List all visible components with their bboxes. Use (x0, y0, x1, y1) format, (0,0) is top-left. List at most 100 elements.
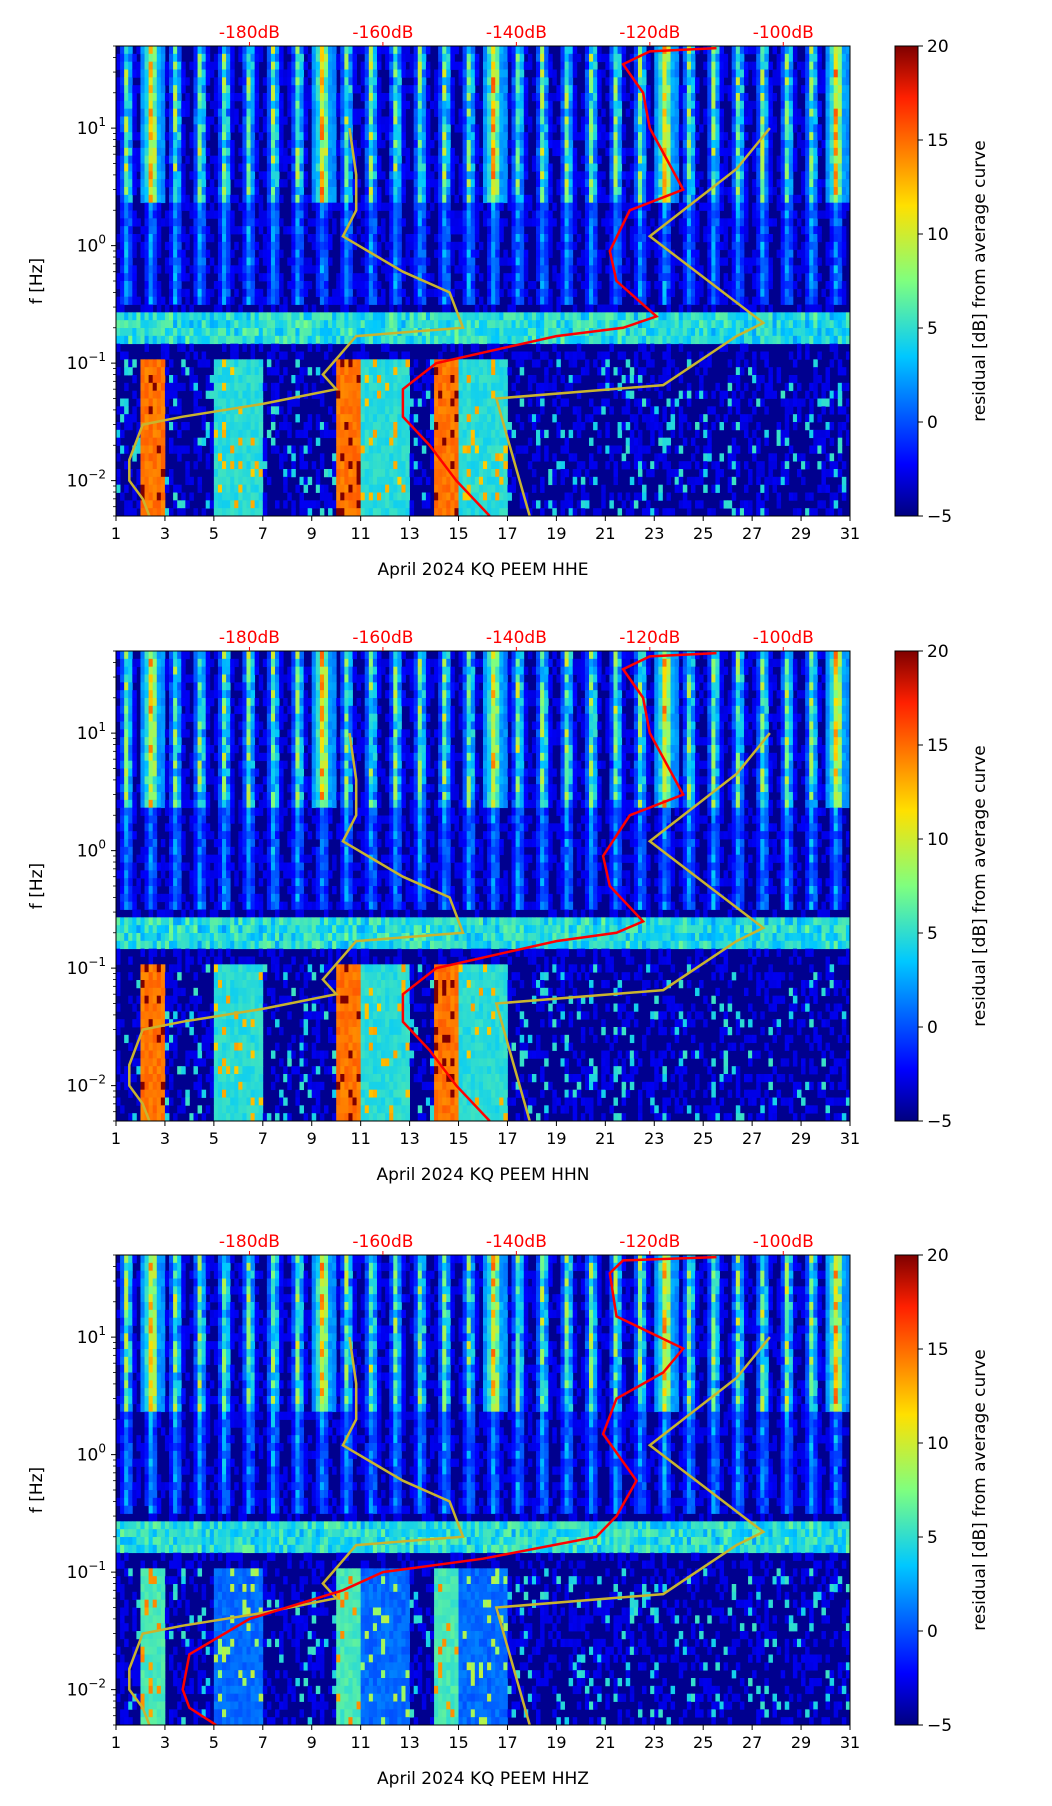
heatmap-cell (401, 257, 406, 266)
heatmap-cell (466, 249, 472, 258)
heatmap-cell (136, 312, 141, 321)
heatmap-cell (124, 100, 129, 110)
heatmap-cell (148, 140, 154, 149)
heatmap-cell (466, 69, 472, 78)
heatmap-cell (381, 116, 386, 125)
heatmap-cell (315, 147, 321, 157)
heatmap-cell (323, 108, 329, 117)
heatmap-cell (576, 406, 582, 415)
heatmap-cell (152, 155, 158, 164)
heatmap-cell (470, 171, 476, 180)
heatmap-cell (462, 194, 468, 204)
heatmap-cell (499, 508, 504, 516)
heatmap-cell (230, 163, 235, 172)
heatmap-cell (454, 453, 459, 462)
heatmap-cell (401, 375, 406, 384)
heatmap-cell (197, 108, 203, 117)
heatmap-cell (503, 390, 508, 399)
heatmap-cells (116, 46, 850, 516)
heatmap-cell (291, 241, 296, 251)
heatmap-cell (434, 194, 439, 204)
heatmap-cell (381, 335, 386, 345)
heatmap-cell (483, 155, 488, 164)
heatmap-cell (372, 288, 378, 298)
heatmap-cell (572, 132, 578, 141)
heatmap-cell (262, 273, 268, 282)
heatmap-cell (372, 124, 378, 133)
heatmap-cell (291, 140, 296, 149)
heatmap-cell (201, 273, 207, 282)
heatmap-cell (389, 461, 394, 470)
heatmap-cell (173, 77, 178, 86)
heatmap-cell (197, 335, 203, 345)
heatmap-cell (548, 53, 553, 63)
heatmap-cell (222, 469, 227, 478)
heatmap-cell (389, 132, 394, 141)
heatmap-cell (148, 147, 154, 157)
heatmap-cell (254, 453, 260, 462)
heatmap-cell (393, 100, 398, 110)
heatmap-cell (348, 194, 353, 204)
heatmap-cell (376, 155, 382, 164)
heatmap-cell (515, 194, 521, 204)
heatmap-cell (311, 179, 317, 188)
heatmap-cell (515, 171, 521, 180)
heatmap-cell (352, 53, 357, 63)
heatmap-cell (242, 53, 247, 63)
heatmap-cell (238, 406, 243, 415)
heatmap-cell (323, 273, 329, 282)
heatmap-cell (474, 375, 480, 384)
heatmap-cell (275, 359, 280, 368)
heatmap-cell (466, 320, 472, 329)
heatmap-cell (413, 218, 419, 227)
heatmap-cell (360, 484, 366, 493)
heatmap-cell (491, 508, 496, 516)
heatmap-cell (352, 335, 357, 345)
heatmap-cell (401, 194, 406, 204)
heatmap-cell (487, 492, 492, 501)
heatmap-cell (336, 312, 341, 321)
heatmap-cell (352, 140, 357, 149)
heatmap-cell (226, 375, 231, 384)
heatmap-cell (152, 375, 158, 384)
heatmap-cell (450, 422, 455, 431)
heatmap-cell (328, 155, 333, 164)
heatmap-cell (217, 124, 223, 133)
heatmap-cell (217, 453, 223, 462)
heatmap-cell (360, 132, 366, 141)
heatmap-cell (299, 77, 304, 86)
heatmap-cell (181, 382, 186, 392)
heatmap-cell (540, 273, 545, 282)
heatmap-cell (438, 328, 443, 337)
heatmap-cell (425, 288, 431, 298)
heatmap-cell (397, 116, 402, 125)
heatmap-cell (389, 265, 394, 274)
heatmap-cell (177, 108, 182, 117)
heatmap-cell (209, 390, 215, 399)
heatmap-cell (266, 328, 272, 337)
heatmap-cell (299, 492, 304, 501)
heatmap-cell (307, 85, 313, 94)
heatmap-cell (454, 312, 459, 321)
heatmap-cell (332, 61, 337, 70)
heatmap-cell (193, 132, 198, 141)
heatmap-cell (242, 194, 247, 204)
heatmap-cell (540, 53, 545, 63)
heatmap-cell (140, 116, 145, 125)
heatmap-cell (421, 445, 427, 454)
heatmap-cell (511, 77, 517, 86)
heatmap-cell (511, 429, 517, 439)
heatmap-cell (201, 328, 207, 337)
heatmap-cell (540, 406, 545, 415)
heatmap-cell (413, 476, 419, 486)
heatmap-cell (413, 171, 419, 180)
heatmap-cell (319, 335, 325, 345)
heatmap-cell (372, 508, 378, 516)
heatmap-cell (295, 100, 300, 110)
heatmap-cell (364, 171, 370, 180)
heatmap-cell (389, 46, 394, 55)
heatmap-cell (368, 194, 374, 204)
heatmap-cell (181, 226, 186, 235)
heatmap-cell (417, 273, 423, 282)
heatmap-cell (421, 194, 427, 204)
